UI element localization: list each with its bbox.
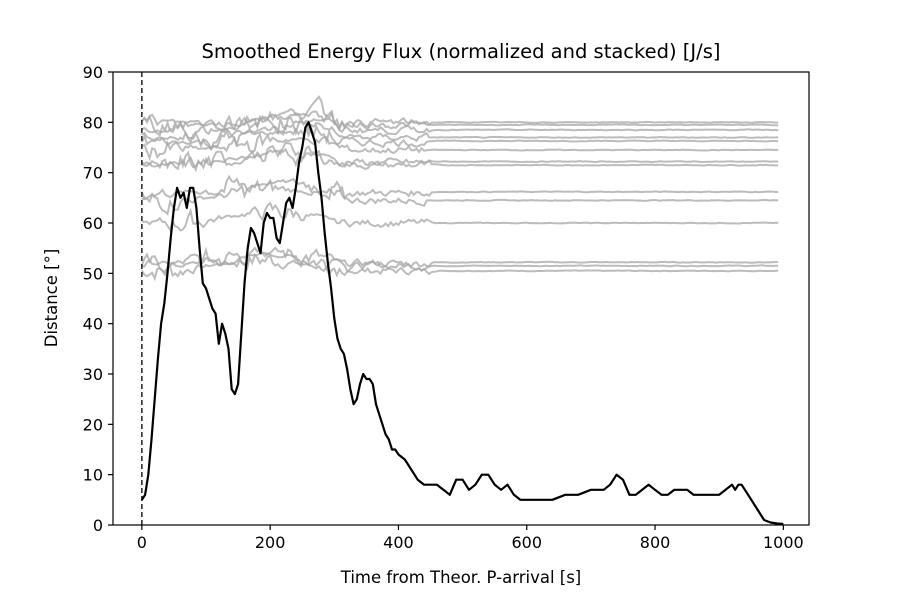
x-tick-label: 200 [255,533,286,552]
y-tick-label: 50 [83,264,103,283]
station-trace [140,246,779,278]
y-axis-label: Distance [°] [42,249,61,348]
x-tick-label: 600 [511,533,542,552]
y-tick-label: 10 [83,466,103,485]
station-traces [140,95,779,282]
y-tick-label: 60 [83,214,103,233]
station-trace [141,178,779,216]
chart-title: Smoothed Energy Flux (normalized and sta… [201,40,720,63]
station-trace [141,141,779,171]
x-axis-label: Time from Theor. P-arrival [s] [340,568,582,587]
y-axis-ticks: 0 10 20 30 40 50 60 70 80 90 [83,63,113,535]
x-tick-label: 0 [137,533,147,552]
y-tick-label: 0 [93,516,103,535]
plot-area-frame [112,71,810,526]
station-trace [141,253,779,282]
station-trace [141,109,779,137]
stacked-flux-line [140,121,784,526]
x-tick-label: 400 [383,533,414,552]
station-trace [141,201,779,233]
y-tick-label: 40 [83,315,103,334]
station-trace [141,115,779,144]
x-tick-label: 1000 [763,533,804,552]
station-trace [141,95,779,133]
y-tick-label: 70 [83,164,103,183]
station-trace [141,115,779,152]
y-tick-label: 30 [83,365,103,384]
station-trace [141,132,779,162]
stacked-flux-series [140,121,784,526]
x-tick-label: 800 [640,533,671,552]
y-tick-label: 90 [83,63,103,82]
y-tick-label: 80 [83,113,103,132]
x-axis-ticks: 0 200 400 600 800 1000 [137,525,804,552]
y-tick-label: 20 [83,415,103,434]
station-trace [140,174,779,204]
station-trace [141,144,779,173]
